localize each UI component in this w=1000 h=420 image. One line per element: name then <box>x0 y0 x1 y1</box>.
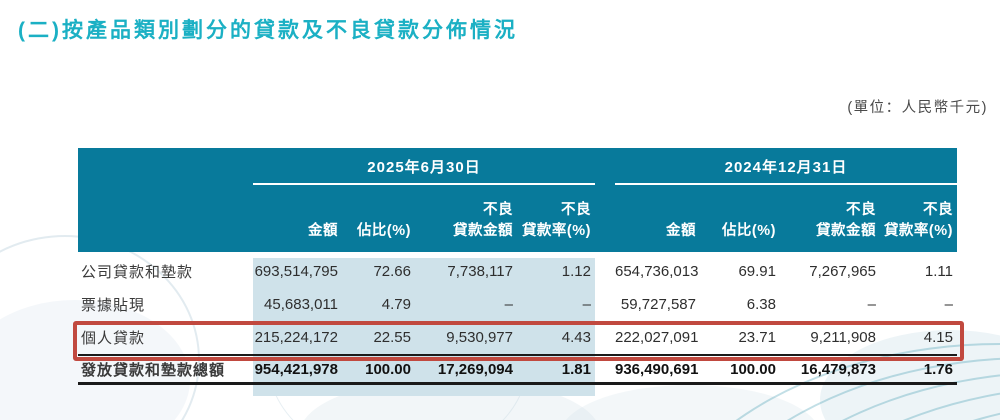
col-header-amount: 金額 <box>666 223 696 240</box>
table-row-bill-discounting: 票據貼現 45,683,011 4.79 – – 59,727,587 6.38… <box>81 296 953 314</box>
table-row-personal-loans: 個人貸款 215,224,172 22.55 9,530,977 4.43 22… <box>81 329 953 347</box>
group-header-2024: 2024年12月31日 <box>615 156 957 185</box>
highlight-band-2025-columns <box>253 258 595 396</box>
red-highlight-box <box>73 321 964 361</box>
col-header-npl-rate: 不良 貸款率(%) <box>883 201 953 240</box>
col-header-npl-amount: 不良 貸款金額 <box>453 201 513 240</box>
loans-by-product-table: 2025年6月30日 2024年12月31日 金額 佔比(%) 不良 貸款金額 … <box>73 148 964 396</box>
col-header-npl-amount: 不良 貸款金額 <box>816 201 876 240</box>
table-body: 公司貸款和墊款 693,514,795 72.66 7,738,117 1.12… <box>73 255 964 396</box>
table-row-total-loans: 發放貸款和墊款總額 954,421,978 100.00 17,269,094 … <box>78 354 957 385</box>
table-header: 2025年6月30日 2024年12月31日 金額 佔比(%) 不良 貸款金額 … <box>78 148 957 252</box>
col-header-ratio: 佔比(%) <box>356 223 411 240</box>
table-row-corporate-loans: 公司貸款和墊款 693,514,795 72.66 7,738,117 1.12… <box>81 263 953 281</box>
page-title: (二)按產品類別劃分的貸款及不良貸款分佈情況 <box>18 19 518 42</box>
col-header-ratio: 佔比(%) <box>721 223 776 240</box>
col-header-amount: 金額 <box>308 223 338 240</box>
unit-note: (單位：人民幣千元) <box>847 100 988 116</box>
col-header-npl-rate: 不良 貸款率(%) <box>521 201 591 240</box>
group-header-2025: 2025年6月30日 <box>253 156 595 185</box>
